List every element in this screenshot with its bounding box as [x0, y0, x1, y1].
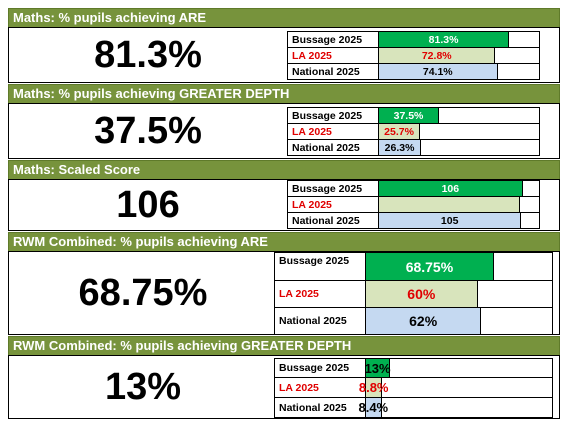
la-bar: 60% [366, 281, 478, 307]
headline-value: 81.3% [94, 33, 202, 76]
row-label: LA 2025 [287, 123, 379, 140]
row-label: LA 2025 [274, 280, 366, 308]
row-label: LA 2025 [287, 196, 379, 213]
row-label: Bussage 2025 [287, 107, 379, 124]
national-bar: 62% [366, 308, 482, 334]
headline-value: 37.5% [94, 109, 202, 152]
row-label: Bussage 2025 [274, 358, 366, 378]
comparison-table: Bussage 2025 13% LA 2025 8.8% National 2… [274, 358, 553, 418]
la-bar [379, 197, 521, 212]
school-bar: 68.75% [366, 253, 494, 280]
row-label: National 2025 [274, 307, 366, 335]
row-label: LA 2025 [287, 47, 379, 64]
section-header: RWM Combined: % pupils achieving GREATER… [8, 336, 560, 356]
row-label: Bussage 2025 [287, 31, 379, 48]
national-bar: 105 [379, 213, 522, 228]
section-header: Maths: Scaled Score [8, 160, 560, 180]
row-label: Bussage 2025 [287, 180, 379, 197]
section-header: RWM Combined: % pupils achieving ARE [8, 232, 560, 252]
section-panel: 81.3% Bussage 2025 81.3% LA 2025 72.8% N… [8, 27, 560, 83]
national-bar: 8.4% [358, 398, 389, 417]
headline-value: 106 [116, 183, 180, 226]
row-label: National 2025 [287, 139, 379, 156]
row-label: National 2025 [287, 212, 379, 229]
section-header: Maths: % pupils achieving ARE [8, 8, 560, 28]
row-label: Bussage 2025 [274, 252, 366, 281]
headline-value: 68.75% [78, 271, 208, 314]
national-bar: 74.1% [379, 64, 498, 79]
school-bar: 106 [379, 181, 523, 196]
section-header: Maths: % pupils achieving GREATER DEPTH [8, 84, 560, 104]
section-panel: 13% Bussage 2025 13% LA 2025 8.8% Nation… [8, 355, 560, 419]
school-bar: 37.5% [379, 108, 439, 123]
comparison-table: Bussage 2025 106 LA 2025 National 2025 1… [287, 180, 540, 231]
comparison-table: Bussage 2025 81.3% LA 2025 72.8% Nationa… [287, 31, 540, 82]
school-bar: 81.3% [379, 32, 510, 47]
comparison-table: Bussage 2025 68.75% LA 2025 60% National… [274, 252, 553, 335]
headline-value: 13% [104, 365, 182, 408]
school-bar: 13% [364, 359, 391, 377]
la-bar: 72.8% [379, 48, 496, 63]
section-panel: 68.75% Bussage 2025 68.75% LA 2025 60% N… [8, 251, 560, 335]
section-panel: 37.5% Bussage 2025 37.5% LA 2025 25.7% N… [8, 103, 560, 159]
row-label: National 2025 [274, 397, 366, 418]
la-bar: 8.8% [358, 378, 389, 397]
row-label: LA 2025 [274, 377, 366, 398]
national-bar: 26.3% [379, 140, 422, 155]
row-label: National 2025 [287, 63, 379, 80]
comparison-table: Bussage 2025 37.5% LA 2025 25.7% Nationa… [287, 107, 540, 158]
la-bar: 25.7% [379, 124, 421, 139]
section-panel: 106 Bussage 2025 106 LA 2025 National 20… [8, 179, 560, 231]
